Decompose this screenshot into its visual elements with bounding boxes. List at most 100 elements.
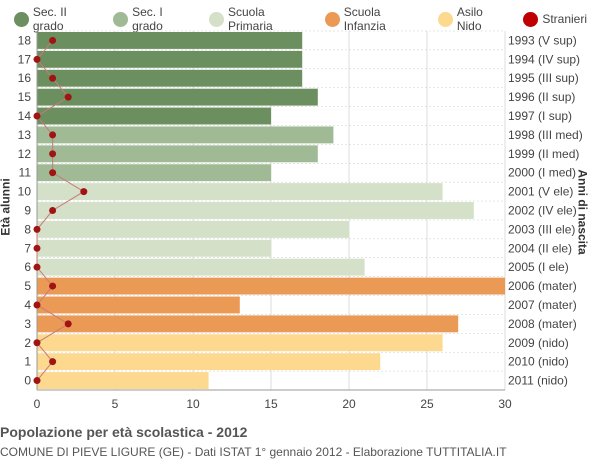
stranieri-point	[33, 112, 41, 120]
age-tick-label: 14	[18, 109, 32, 123]
legend-swatch	[113, 11, 129, 27]
bar	[37, 220, 349, 238]
age-tick-label: 7	[24, 241, 31, 255]
birth-year-label: 2006 (mater)	[508, 279, 577, 293]
birth-year-label: 1996 (II sup)	[508, 90, 575, 104]
bar	[37, 315, 459, 333]
x-tick-label: 0	[34, 397, 41, 411]
bar	[37, 50, 303, 68]
birth-year-label: 2005 (I ele)	[508, 260, 569, 274]
birth-year-label: 2007 (mater)	[508, 298, 577, 312]
bar	[37, 32, 303, 49]
stranieri-point	[33, 225, 41, 233]
legend-item: Scuola Primaria	[209, 5, 312, 33]
legend-label: Scuola Infanzia	[343, 5, 386, 33]
bar	[37, 202, 474, 219]
x-tick-label: 10	[186, 397, 200, 411]
chart-legend: Sec. II grado Sec. I grado Scuola Primaria…	[14, 5, 600, 33]
age-tick-label: 6	[24, 260, 31, 274]
bar	[37, 88, 318, 106]
legend-item: Sec. II grado	[14, 5, 100, 33]
age-tick-label: 4	[24, 298, 31, 312]
bar	[37, 334, 443, 352]
birth-year-label: 1998 (III med)	[508, 128, 583, 142]
legend-label: Sec. I grado	[132, 5, 163, 33]
stranieri-point	[49, 131, 57, 139]
stranieri-point	[49, 282, 57, 290]
birth-year-label: 2003 (III ele)	[508, 222, 575, 236]
birth-year-label: 2008 (mater)	[508, 317, 577, 331]
x-tick-label: 30	[498, 397, 512, 411]
age-tick-label: 10	[18, 185, 32, 199]
birth-year-label: 2010 (nido)	[508, 355, 569, 369]
stranieri-point	[33, 377, 41, 385]
chart-title: Popolazione per età scolastica - 2012	[0, 424, 248, 440]
legend-swatch	[523, 11, 539, 27]
age-tick-label: 17	[18, 52, 32, 66]
bar	[37, 69, 303, 87]
age-tick-label: 5	[24, 279, 31, 293]
age-tick-label: 13	[18, 128, 32, 142]
age-tick-label: 3	[24, 317, 31, 331]
age-tick-label: 9	[24, 204, 31, 218]
birth-year-label: 2002 (IV ele)	[508, 204, 577, 218]
stranieri-point	[33, 55, 41, 63]
bar	[37, 296, 240, 314]
birth-year-label: 1994 (IV sup)	[508, 52, 580, 66]
birth-year-label: 2011 (nido)	[508, 374, 568, 388]
bar	[37, 258, 365, 276]
stranieri-point	[64, 320, 72, 328]
legend-item: Sec. I grado	[113, 5, 196, 33]
stranieri-point	[33, 339, 41, 347]
age-tick-label: 16	[18, 71, 32, 85]
legend-swatch	[437, 11, 453, 27]
legend-swatch	[209, 11, 224, 27]
left-axis-title: Età alunni	[0, 178, 13, 236]
birth-year-label: 1995 (III sup)	[508, 71, 579, 85]
age-tick-label: 12	[18, 147, 32, 161]
x-tick-label: 25	[420, 397, 434, 411]
bar	[37, 239, 271, 257]
legend-swatch	[324, 11, 340, 27]
birth-year-label: 2001 (V ele)	[508, 185, 573, 199]
stranieri-point	[49, 358, 57, 366]
stranieri-point	[49, 207, 57, 214]
stranieri-point	[49, 169, 57, 177]
legend-label: Scuola Primaria	[228, 5, 273, 33]
stranieri-point	[49, 150, 57, 158]
right-axis-title: Anni di nascita	[575, 169, 590, 255]
legend-label: Sec. II grado	[32, 5, 67, 33]
birth-year-label: 1997 (I sup)	[508, 109, 572, 123]
chart-source: COMUNE DI PIEVE LIGURE (GE) - Dati ISTAT…	[0, 445, 507, 459]
birth-year-label: 2004 (II ele)	[508, 241, 572, 255]
legend-label: Stranieri	[542, 12, 587, 26]
age-tick-label: 8	[24, 222, 31, 236]
birth-year-label: 1999 (II med)	[508, 147, 579, 161]
bar	[37, 126, 334, 144]
stranieri-point	[49, 36, 57, 44]
legend-swatch	[14, 11, 29, 27]
bar	[37, 353, 381, 371]
bar	[37, 107, 271, 125]
age-tick-label: 1	[24, 355, 31, 369]
birth-year-label: 2009 (nido)	[508, 336, 569, 350]
stranieri-point	[33, 263, 41, 271]
age-tick-label: 0	[24, 374, 31, 388]
age-tick-label: 15	[18, 90, 32, 104]
legend-item: Scuola Infanzia	[324, 5, 425, 33]
stranieri-point	[49, 74, 57, 82]
stranieri-point	[33, 244, 41, 252]
bar	[37, 164, 271, 182]
bar	[37, 145, 318, 163]
birth-year-label: 1993 (V sup)	[508, 33, 577, 47]
stranieri-point	[64, 93, 72, 101]
x-tick-label: 5	[112, 397, 119, 411]
stranieri-point	[33, 301, 41, 309]
legend-item: Asilo Nido	[437, 5, 510, 33]
x-tick-label: 15	[264, 397, 278, 411]
legend-label: Asilo Nido	[456, 5, 483, 33]
legend-item: Stranieri	[523, 5, 587, 33]
bar	[37, 372, 209, 389]
bar	[37, 277, 505, 295]
